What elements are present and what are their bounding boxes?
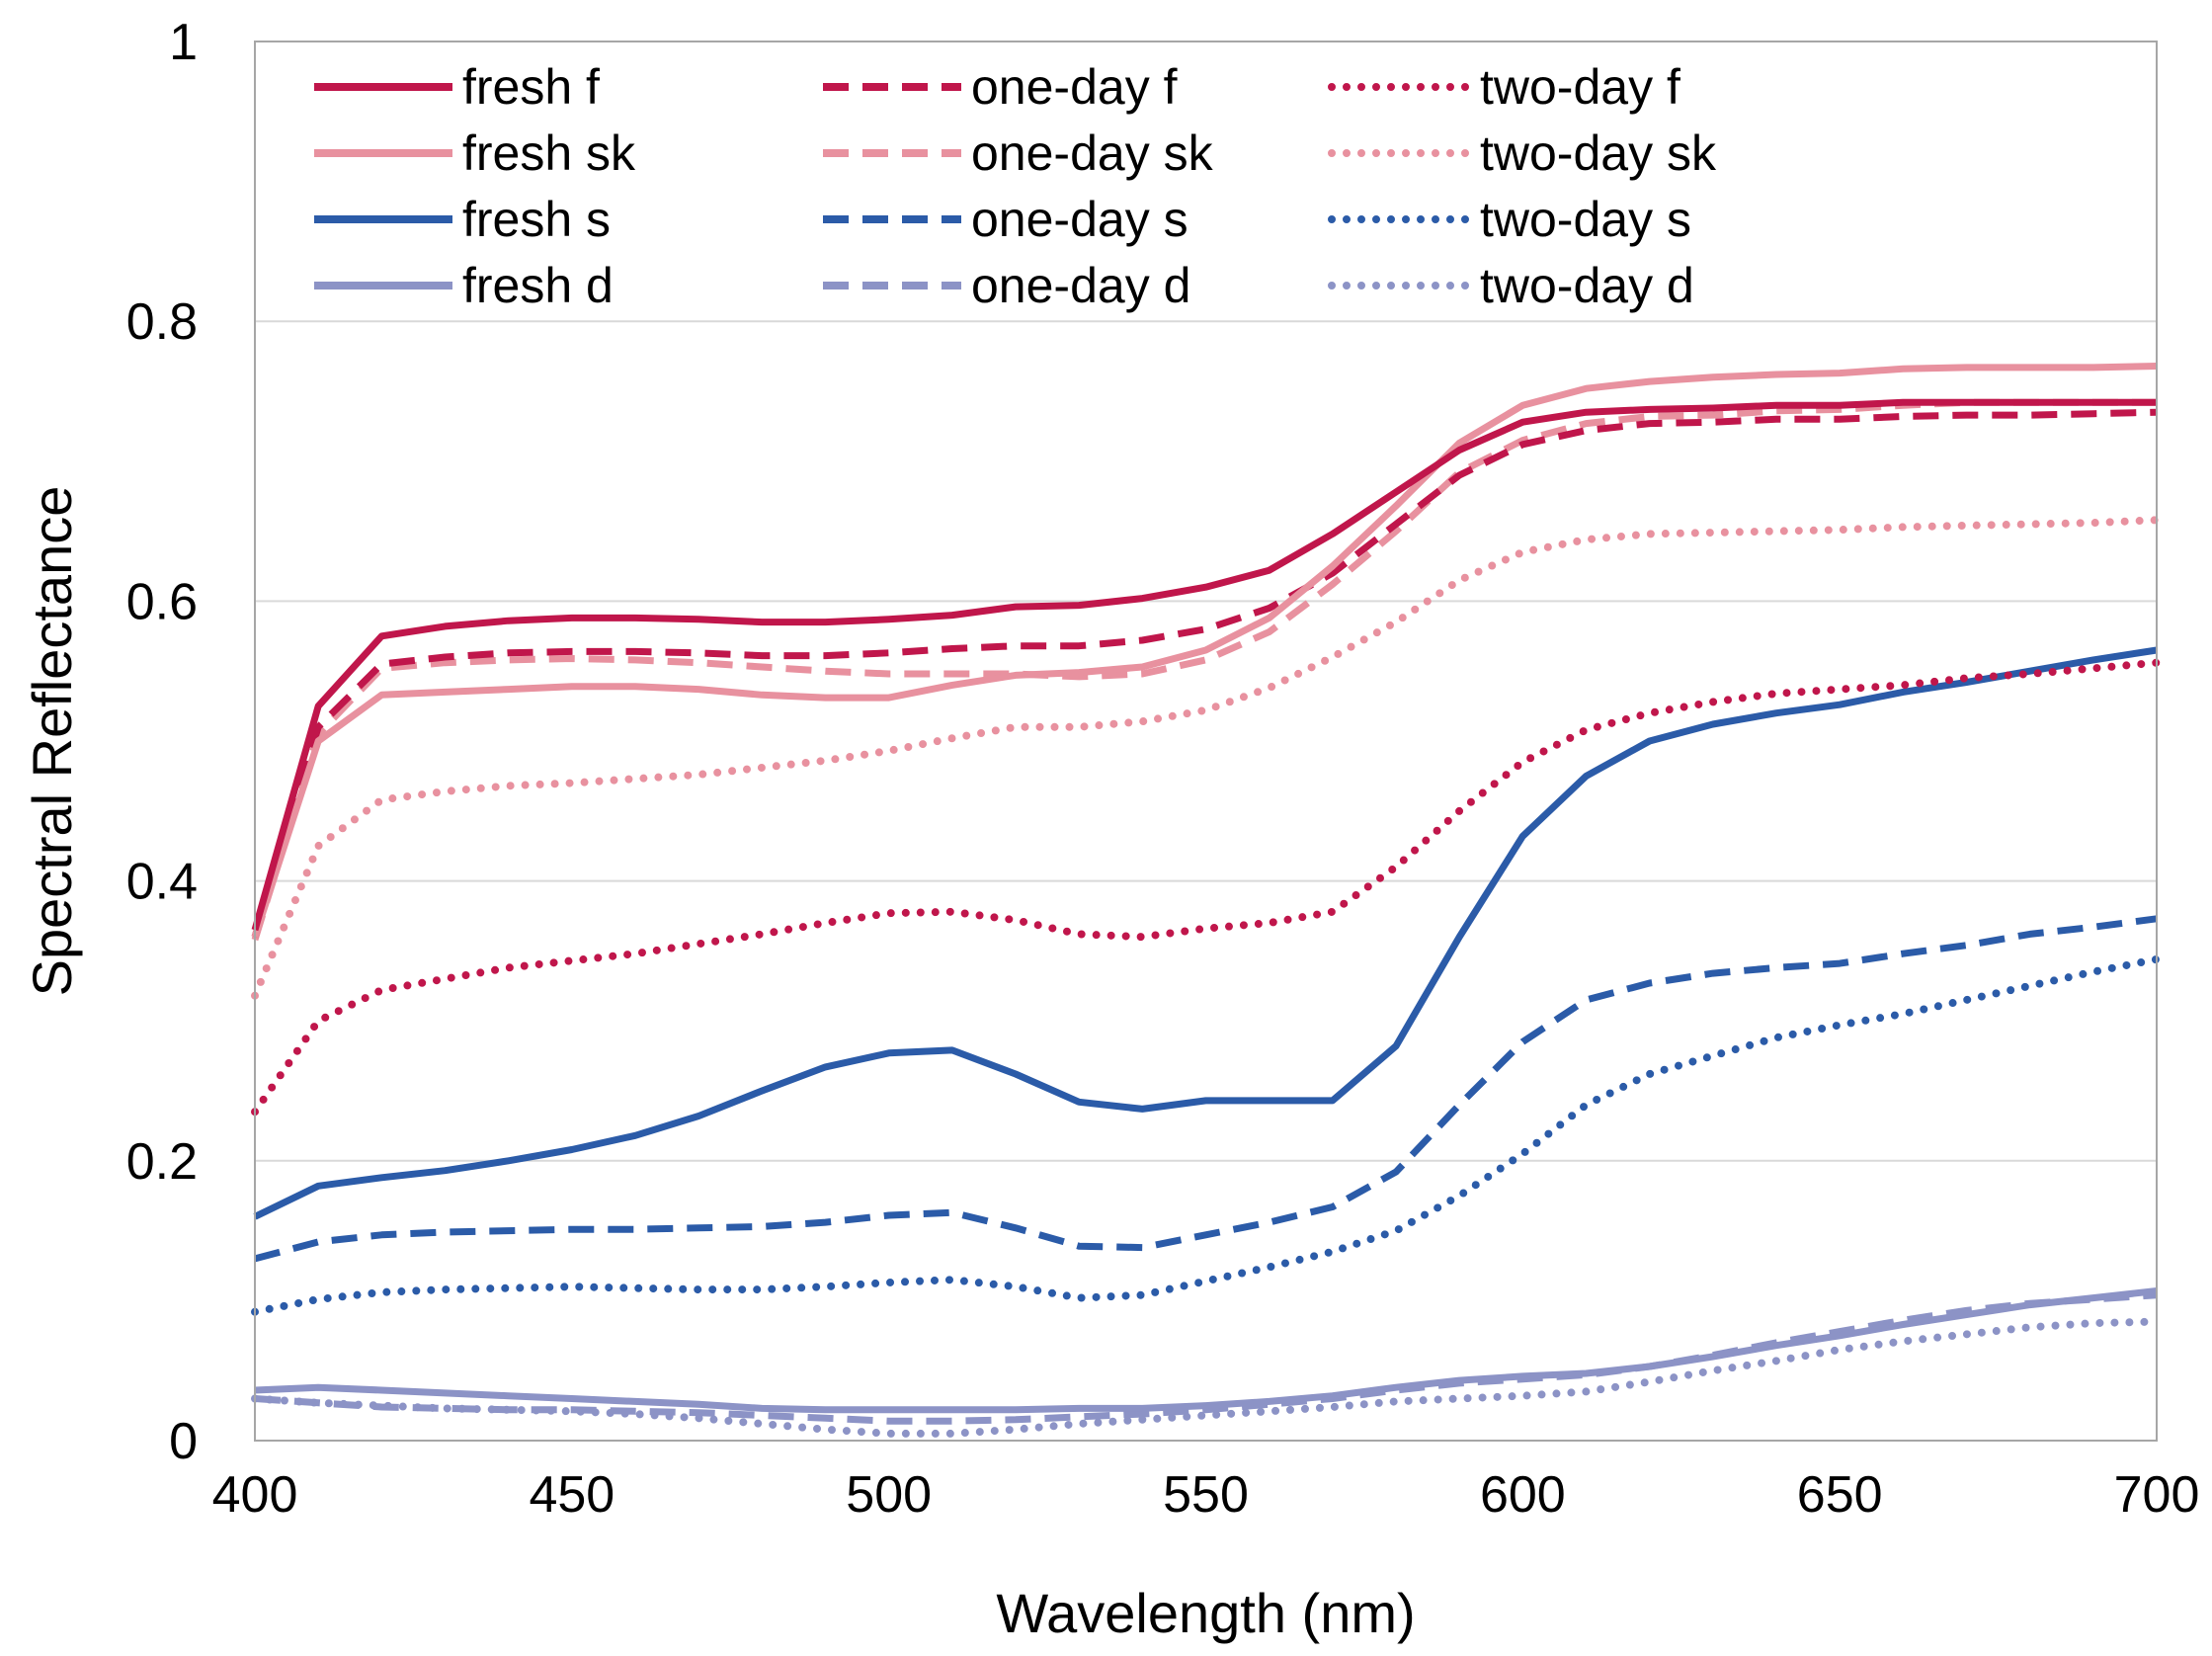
series-line-one-day-s (254, 915, 2158, 1263)
legend-item: fresh sk (314, 125, 636, 181)
y-tick-label: 0.8 (126, 293, 198, 351)
series-line-fresh-f (251, 398, 2157, 932)
series-layer (251, 363, 2161, 1438)
legend-label: one-day d (971, 258, 1190, 313)
legend-label: fresh s (462, 192, 611, 247)
x-tick-label: 650 (1797, 1466, 1883, 1524)
legend-label: two-day s (1480, 192, 1691, 247)
legend-label: two-day d (1480, 258, 1694, 313)
legend-item: one-day sk (823, 125, 1214, 181)
gridlines (255, 320, 2157, 1162)
series-line-fresh-sk (251, 363, 2158, 939)
x-tick-label: 600 (1480, 1466, 1566, 1524)
y-axis-tick-labels: 0 0.2 0.4 0.6 0.8 1 (126, 14, 198, 1470)
legend-item: one-day s (823, 192, 1188, 247)
series-line-two-day-f (251, 658, 2161, 1117)
series-line-two-day-s (251, 954, 2161, 1316)
y-tick-label: 1 (169, 14, 198, 71)
x-tick-label: 700 (2114, 1466, 2200, 1524)
x-tick-label: 400 (212, 1466, 298, 1524)
x-tick-label: 550 (1163, 1466, 1249, 1524)
legend-item: one-day d (823, 258, 1190, 313)
x-axis-tick-labels: 400 450 500 550 600 650 700 (212, 1466, 2200, 1524)
legend-label: one-day sk (971, 125, 1214, 181)
legend-item: one-day f (823, 59, 1178, 115)
legend-item: fresh f (314, 59, 600, 115)
legend-item: two-day sk (1328, 125, 1717, 181)
y-tick-label: 0.4 (126, 854, 198, 911)
series-line-one-day-f (251, 408, 2158, 939)
legend: fresh f one-day f two-day f fresh sk one-day… (314, 59, 1717, 313)
legend-label: fresh f (462, 59, 600, 115)
series-line-fresh-s (253, 646, 2158, 1220)
y-tick-label: 0.2 (126, 1133, 198, 1191)
y-tick-label: 0.6 (126, 573, 198, 630)
legend-label: two-day sk (1480, 125, 1717, 181)
plot-area-frame (254, 41, 2158, 1442)
x-tick-label: 500 (846, 1466, 932, 1524)
legend-item: two-day f (1328, 59, 1680, 115)
legend-item: fresh d (314, 258, 614, 313)
legend-item: fresh s (314, 192, 611, 247)
legend-label: fresh d (462, 258, 614, 313)
x-axis-title: Wavelength (nm) (996, 1582, 1415, 1644)
legend-item: two-day d (1328, 258, 1694, 313)
series-line-two-day-sk (251, 516, 2161, 1000)
series-line-fresh-d (254, 1287, 2158, 1414)
legend-label: two-day f (1480, 59, 1680, 115)
legend-item: two-day s (1328, 192, 1691, 247)
x-tick-label: 450 (529, 1466, 614, 1524)
series-line-one-day-sk (251, 398, 2157, 942)
y-axis-title: Spectral Reflectance (21, 486, 83, 997)
series-line-one-day-d (254, 1291, 2158, 1425)
legend-label: fresh sk (462, 125, 636, 181)
y-tick-label: 0 (169, 1413, 198, 1470)
legend-label: one-day f (971, 59, 1178, 115)
legend-label: one-day s (971, 192, 1188, 247)
